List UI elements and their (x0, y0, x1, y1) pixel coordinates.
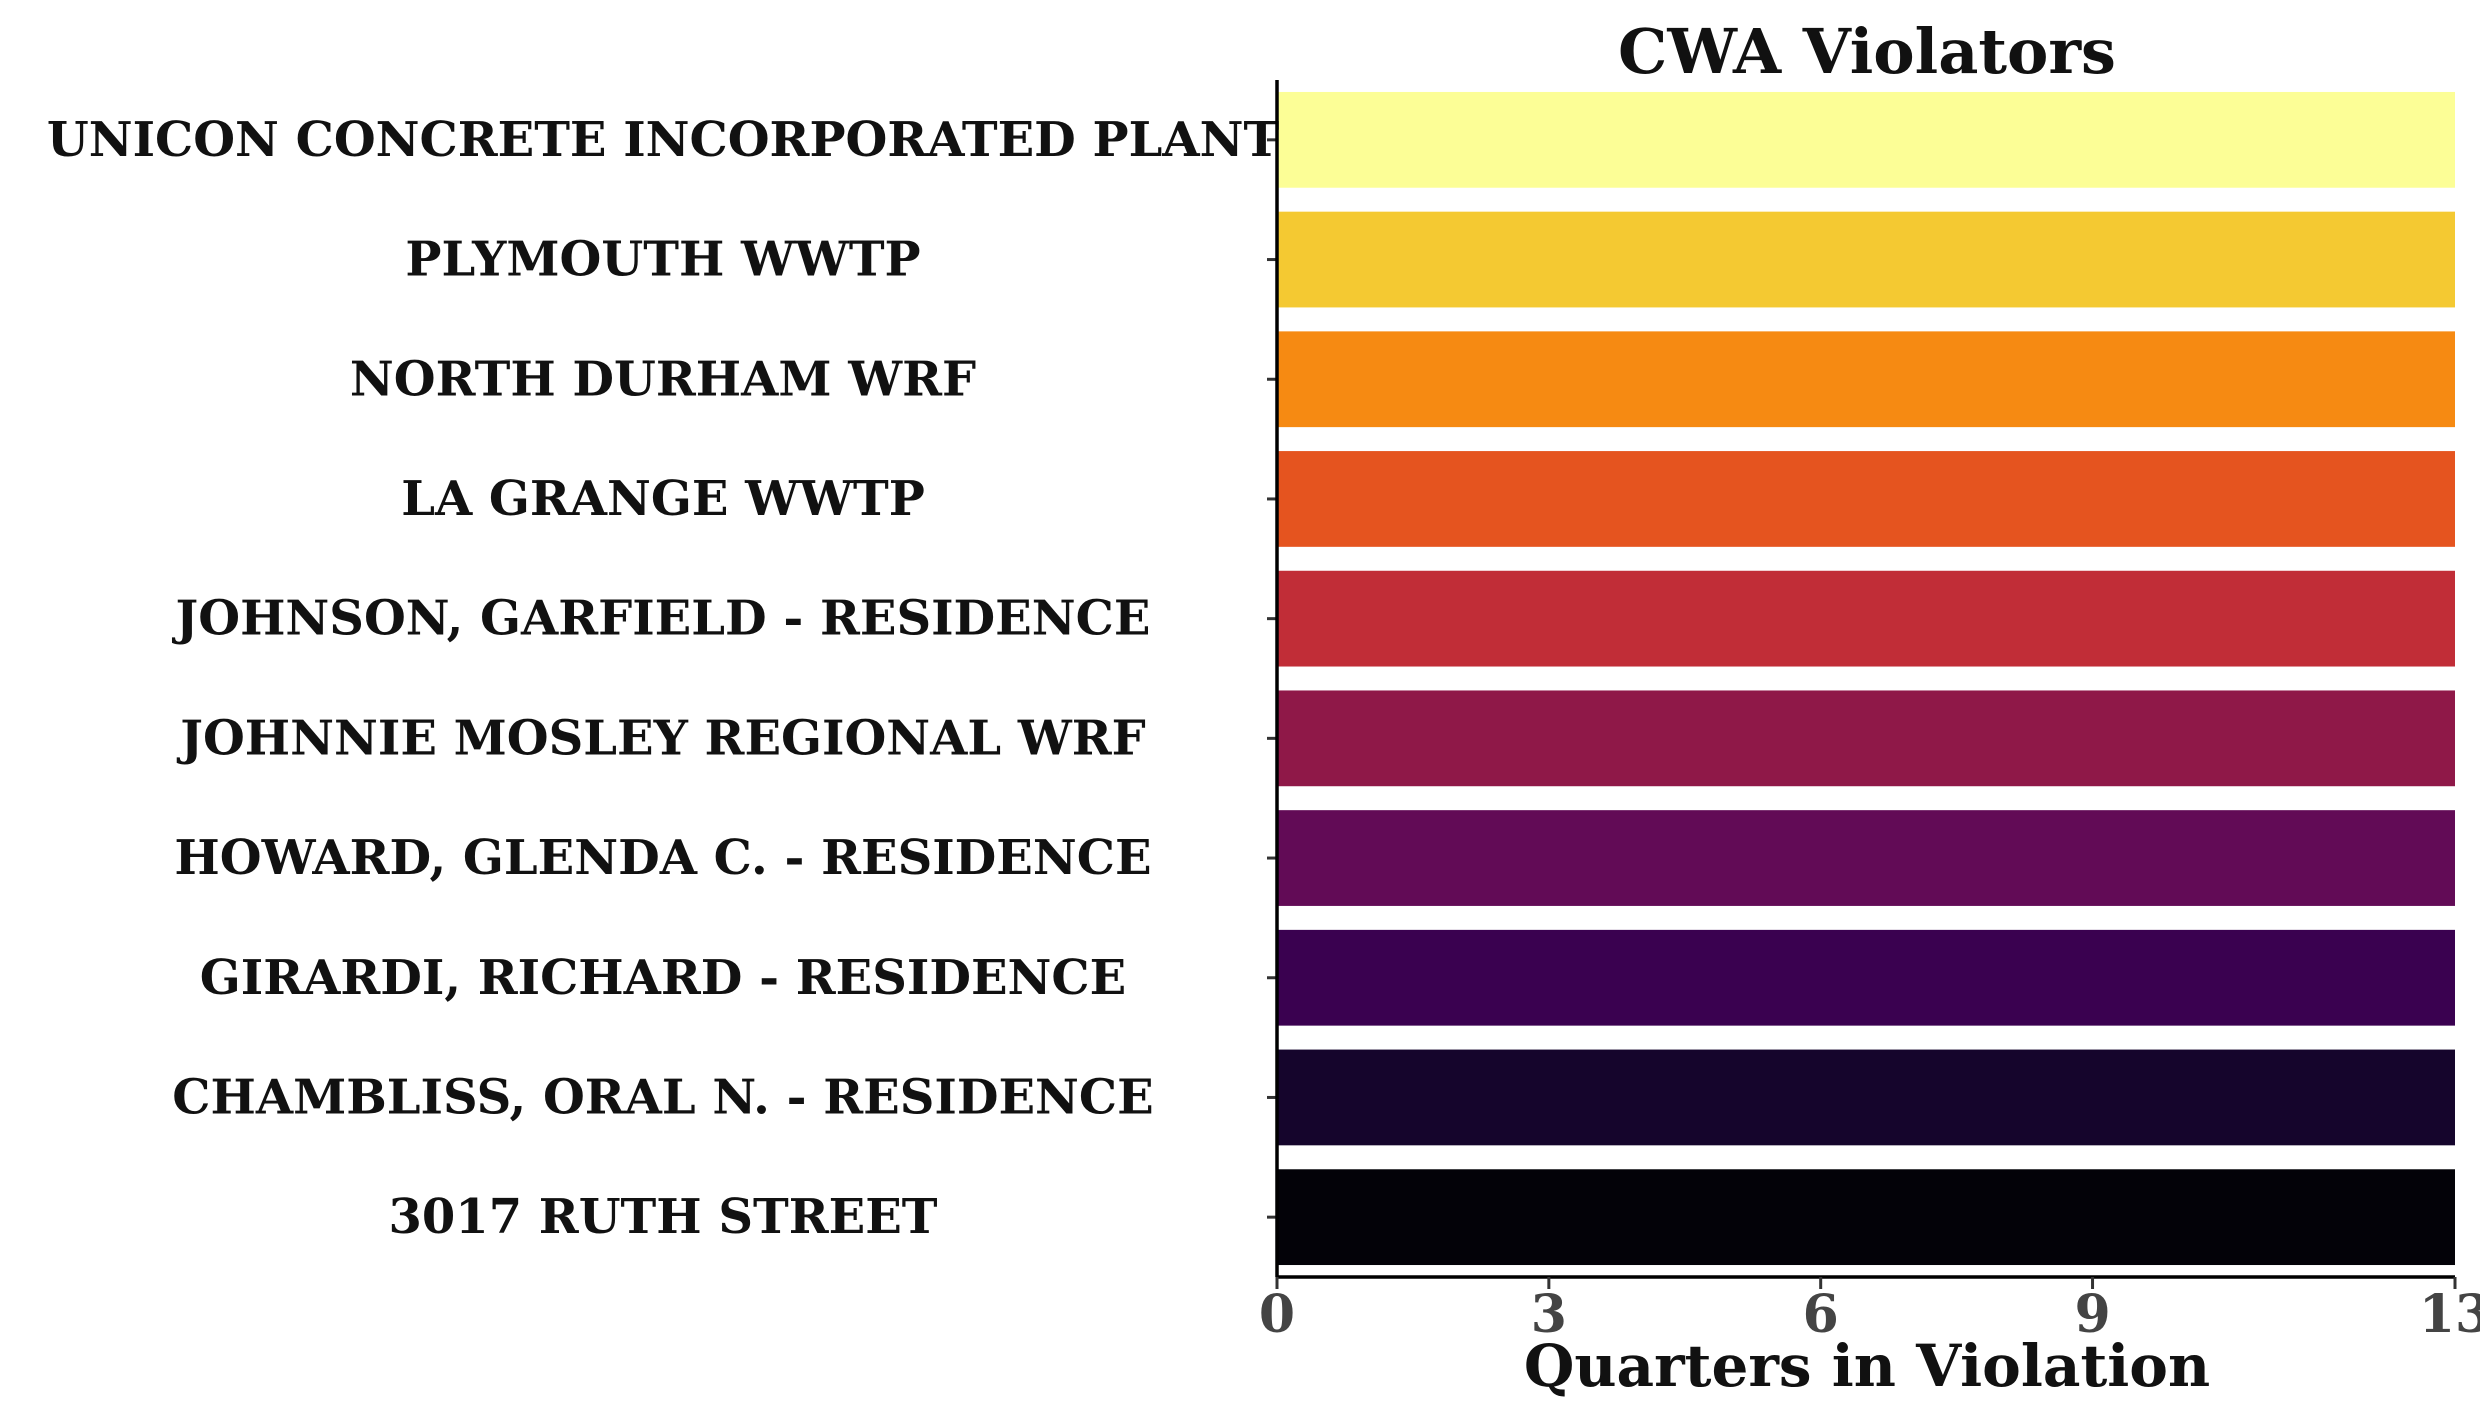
y-tick-label-2: NORTH DURHAM WRF (350, 351, 976, 407)
x-tick-label-1: 3 (1531, 1284, 1567, 1345)
x-tick-label-4: 13 (2419, 1284, 2480, 1345)
bar-6 (1277, 810, 2455, 906)
x-axis-title: Quarters in Violation (1524, 1332, 2210, 1400)
bars-layer (1277, 91, 2455, 1266)
bar-0 (1277, 91, 2455, 188)
y-tick-label-1: PLYMOUTH WWTP (405, 232, 920, 288)
y-tick-label-9: 3017 RUTH STREET (389, 1189, 938, 1245)
y-axis: UNICON CONCRETE INCORPORATED PLANT PLYMOU… (47, 80, 1280, 1277)
y-tick-label-4: JOHNSON, GARFIELD - RESIDENCE (172, 591, 1151, 647)
bar-7 (1277, 929, 2455, 1026)
y-tick-label-8: CHAMBLISS, ORAL N. - RESIDENCE (172, 1069, 1153, 1125)
y-tick-label-7: GIRARDI, RICHARD - RESIDENCE (200, 950, 1126, 1006)
bar-4 (1277, 570, 2455, 667)
x-tick-label-3: 9 (2074, 1284, 2110, 1345)
y-tick-label-0: UNICON CONCRETE INCORPORATED PLANT (47, 112, 1280, 168)
bar-2 (1277, 331, 2455, 428)
chart-title: CWA Violators (1618, 15, 2116, 88)
bar-8 (1277, 1049, 2455, 1146)
x-axis: 0 3 6 9 13 (1259, 1275, 2480, 1345)
x-tick-label-2: 6 (1803, 1284, 1839, 1345)
bar-9 (1277, 1169, 2455, 1266)
y-tick-label-6: HOWARD, GLENDA C. - RESIDENCE (174, 830, 1151, 886)
x-tick-label-0: 0 (1259, 1284, 1295, 1345)
bar-3 (1277, 451, 2455, 547)
bar-1 (1277, 211, 2455, 308)
y-tick-label-3: LA GRANGE WWTP (401, 471, 925, 527)
bar-5 (1277, 690, 2455, 787)
y-tick-label-5: JOHNNIE MOSLEY REGIONAL WRF (176, 710, 1145, 766)
